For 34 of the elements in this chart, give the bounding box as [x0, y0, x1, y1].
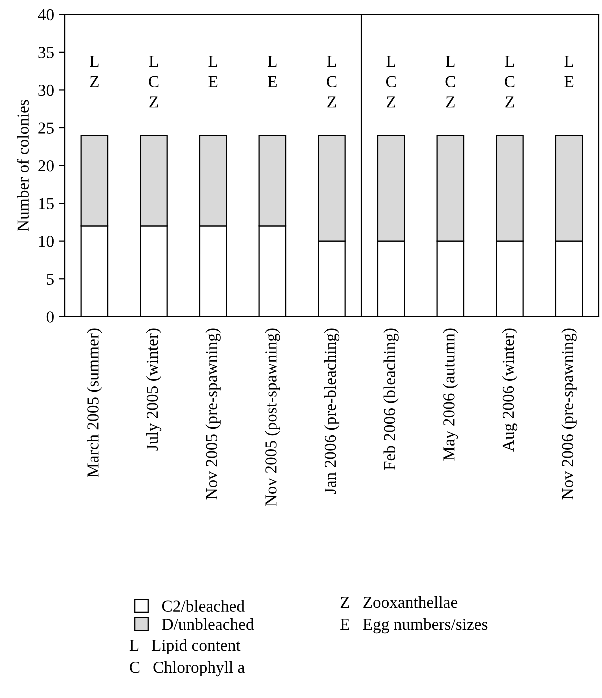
- legend-label: C2/bleached: [162, 600, 245, 612]
- x-tick-label: July 2005 (winter): [146, 328, 162, 451]
- x-tick-label: Feb 2006 (bleaching): [384, 328, 399, 470]
- annotation: L C Z: [446, 56, 456, 108]
- y-tick-label: 0: [46, 312, 54, 323]
- x-tick-label: Nov 2005 (post-spawning): [265, 328, 280, 506]
- text: E Egg numbers/sizes: [340, 618, 488, 634]
- x-tick-label: March 2005 (summer): [87, 328, 102, 478]
- annotation: L E: [564, 56, 574, 88]
- x-tick-label: Aug 2006 (winter): [502, 328, 518, 452]
- y-tick-label: 5: [47, 274, 54, 286]
- annotation: L E: [268, 56, 277, 88]
- y-tick-label: 30: [38, 84, 54, 96]
- y-tick-label: 15: [39, 198, 54, 210]
- annotation: L C Z: [386, 56, 396, 108]
- legend-label: D/unbleached: [162, 618, 254, 630]
- y-tick-label: 35: [38, 47, 54, 58]
- x-tick-label: Nov 2005 (pre-spawning): [206, 328, 221, 500]
- text: L Lipid content: [130, 639, 241, 655]
- annotation: L C Z: [149, 56, 159, 108]
- x-tick-label: May 2006 (autumn): [443, 328, 458, 461]
- x-tick-label: Jan 2006 (pre-bleaching): [324, 328, 340, 494]
- x-tick-label: Nov 2006 (pre-spawning): [562, 328, 577, 500]
- y-axis-title: Number of colonies: [17, 100, 29, 232]
- y-tick-label: 10: [39, 236, 54, 248]
- y-tick-label: 25: [38, 122, 54, 134]
- annotation: L C Z: [327, 56, 337, 108]
- annotation: L E: [208, 56, 218, 88]
- y-tick-label: 40: [38, 9, 54, 21]
- y-tick-label: 20: [38, 160, 54, 172]
- annotation: L Z: [90, 56, 99, 88]
- annotation: L C Z: [505, 56, 515, 108]
- text: C Chlorophyll a: [130, 661, 245, 677]
- text: Z Zooxanthellae: [340, 596, 458, 608]
